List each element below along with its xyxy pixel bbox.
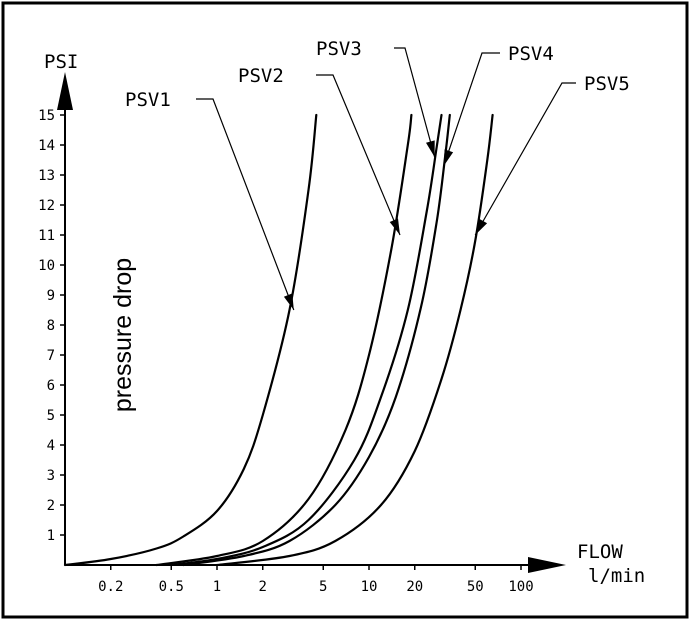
annotation-label-psv1: PSV1	[125, 89, 171, 111]
x-tick-label: 2	[259, 579, 267, 595]
annotation-arrow-psv2	[389, 218, 400, 235]
annotation-leader-psv2	[316, 74, 401, 236]
y-tick-label: 7	[47, 348, 55, 364]
x-axis-unit: l/min	[588, 565, 645, 587]
y-tick-label: 11	[38, 228, 55, 244]
y-tick-label: 9	[47, 288, 55, 304]
annotation-arrow-psv3	[426, 140, 435, 157]
y-tick-label: 15	[38, 108, 55, 124]
y-tick-label: 1	[47, 528, 55, 544]
x-axis-arrow	[528, 557, 566, 573]
x-tick-label: 50	[467, 579, 484, 595]
y-tick-label: 13	[38, 168, 55, 184]
series-line-psv4	[182, 113, 451, 567]
series-annotations: PSV1 PSV2 PSV3 PSV4 PSV5	[125, 38, 630, 311]
y-tick-label: 6	[47, 378, 55, 394]
y-tick-label: 2	[47, 498, 55, 514]
y-tick-label: 12	[38, 198, 55, 214]
annotation-arrow-psv5	[475, 218, 488, 235]
x-tick-label: 1	[213, 579, 221, 595]
annotation-label-psv4: PSV4	[508, 43, 554, 65]
y-axis-unit: PSI	[44, 51, 78, 73]
x-tick-label: 0.2	[98, 579, 123, 595]
y-tick-label: 3	[47, 468, 55, 484]
x-tick-label: 100	[508, 579, 533, 595]
series-line-psv5	[215, 113, 494, 567]
y-tick-label: 4	[47, 438, 55, 454]
x-tick-label: 5	[319, 579, 327, 595]
annotation-leader-psv1	[196, 98, 295, 311]
annotation-leader-psv5	[474, 82, 576, 236]
y-axis-arrow	[57, 72, 73, 110]
series-lines	[63, 113, 494, 567]
annotation-leader-psv4	[443, 52, 500, 167]
series-line-psv1	[63, 113, 318, 567]
x-tick-label: 10	[361, 579, 378, 595]
x-axis-title: FLOW	[577, 541, 623, 563]
series-line-psv2	[155, 113, 413, 567]
x-tick-label: 20	[406, 579, 423, 595]
annotation-arrow-psv1	[283, 293, 294, 310]
y-tick-label: 10	[38, 258, 55, 274]
y-axis-title: pressure drop	[109, 258, 137, 412]
annotation-label-psv2: PSV2	[238, 65, 284, 87]
annotation-arrow-psv4	[443, 149, 454, 166]
annotation-leader-psv3	[394, 47, 436, 158]
series-line-psv3	[170, 113, 443, 567]
y-tick-label: 14	[38, 138, 55, 154]
annotation-label-psv5: PSV5	[584, 73, 630, 95]
x-ticks: 0.2 0.5 1 2 5 10 20 50 100	[98, 565, 534, 595]
annotation-label-psv3: PSV3	[316, 38, 362, 60]
x-tick-label: 0.5	[159, 579, 184, 595]
y-tick-label: 8	[47, 318, 55, 334]
y-tick-label: 5	[47, 408, 55, 424]
